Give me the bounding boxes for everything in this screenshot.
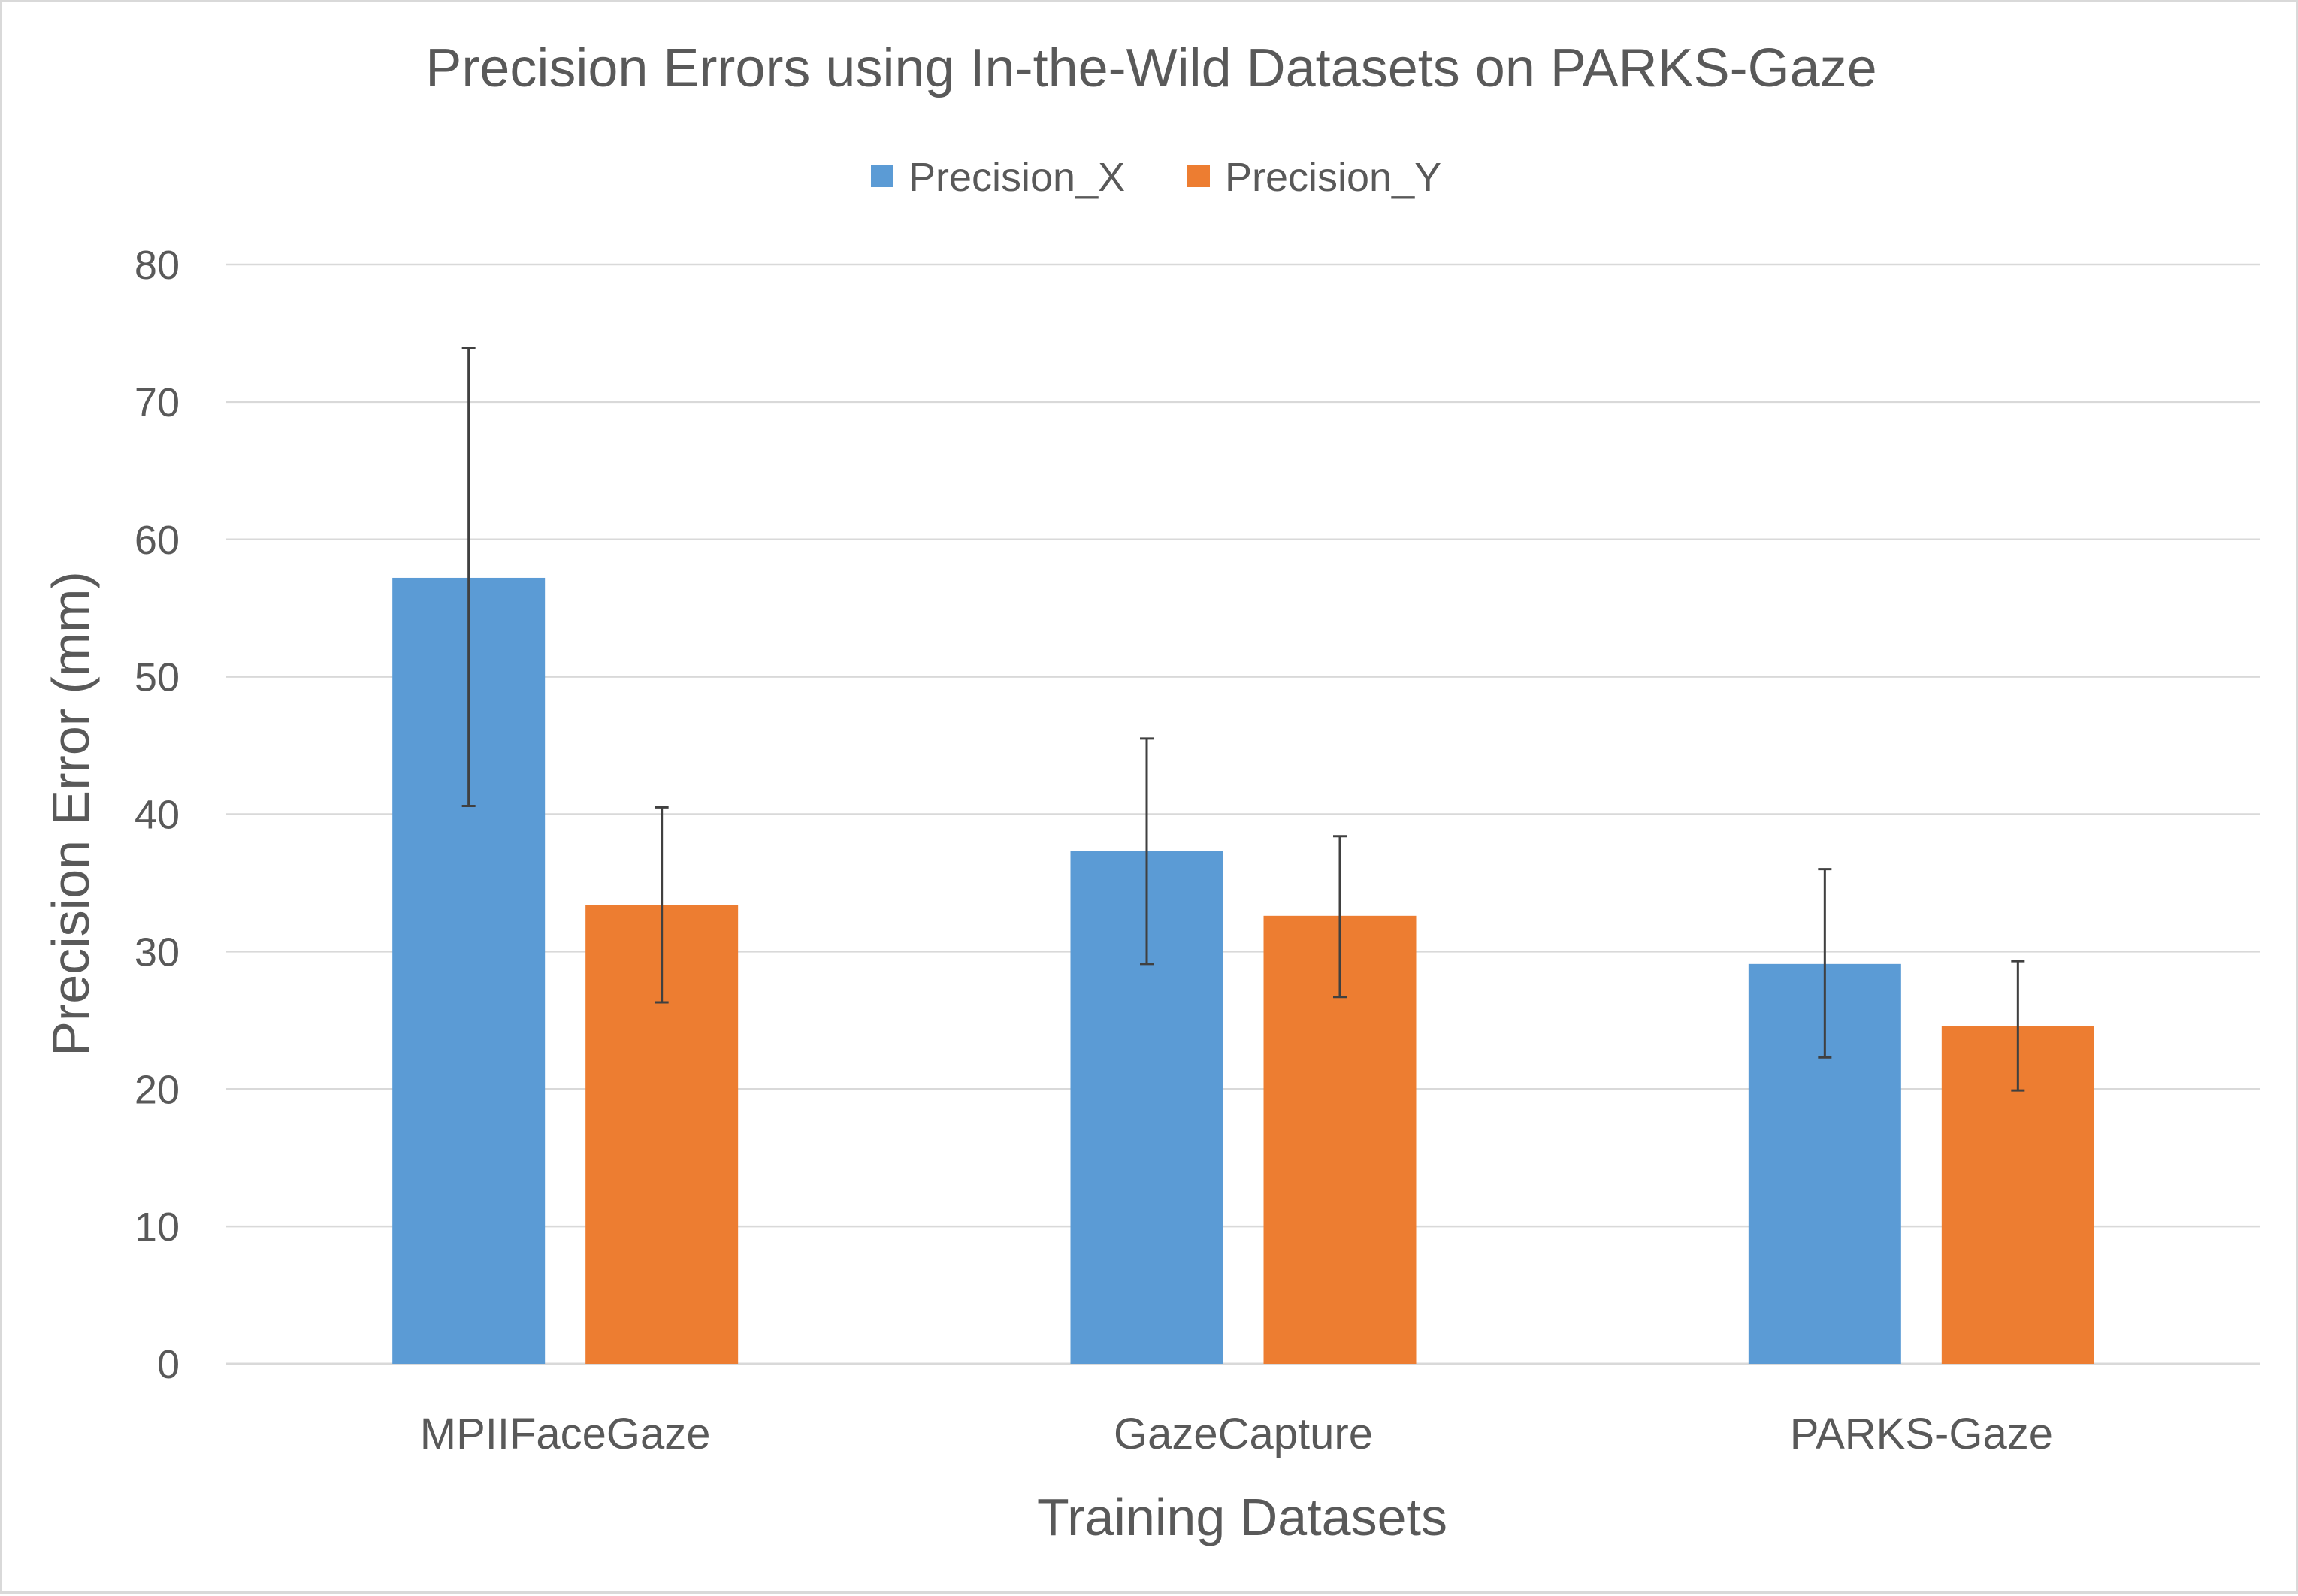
y-tick-label: 30 — [135, 929, 180, 975]
legend-item: Precision_X — [871, 155, 1125, 200]
y-tick-label: 70 — [135, 380, 180, 425]
y-tick-label: 60 — [135, 518, 180, 563]
x-axis-title: Training Datasets — [1037, 1488, 1447, 1546]
error-bar — [1333, 835, 1347, 999]
y-axis-title: Precision Error (mm) — [41, 571, 100, 1056]
x-tick-label: GazeCapture — [1114, 1410, 1373, 1458]
gridlines — [226, 263, 2260, 1365]
error-bar — [1818, 868, 1832, 1059]
y-tick-label: 50 — [135, 655, 180, 700]
legend-label: Precision_Y — [1225, 155, 1441, 200]
error-bar — [461, 347, 476, 808]
legend-swatch — [871, 165, 893, 187]
y-tick-label: 10 — [135, 1205, 180, 1250]
legend: Precision_X Precision_Y — [871, 155, 1441, 200]
x-tick-label: MPIIFaceGaze — [420, 1410, 711, 1458]
x-axis-labels: MPIIFaceGaze GazeCapture PARKS-Gaze — [420, 1410, 2053, 1458]
x-tick-label: PARKS-Gaze — [1790, 1410, 2053, 1458]
y-tick-label: 40 — [135, 793, 180, 838]
y-tick-label: 0 — [157, 1342, 180, 1387]
legend-swatch — [1187, 165, 1210, 187]
bars — [392, 577, 2094, 1364]
chart-title: Precision Errors using In-the-Wild Datas… — [425, 38, 1876, 98]
error-bar — [2011, 960, 2025, 1092]
legend-label: Precision_X — [909, 155, 1125, 200]
error-bar — [1140, 737, 1154, 966]
error-bars — [461, 347, 2025, 1092]
y-tick-label: 20 — [135, 1067, 180, 1112]
error-bar — [655, 806, 669, 1004]
y-tick-label: 80 — [135, 243, 180, 288]
legend-item: Precision_Y — [1187, 155, 1441, 200]
y-axis-ticks: 0 10 20 30 40 50 60 70 80 — [135, 243, 180, 1387]
